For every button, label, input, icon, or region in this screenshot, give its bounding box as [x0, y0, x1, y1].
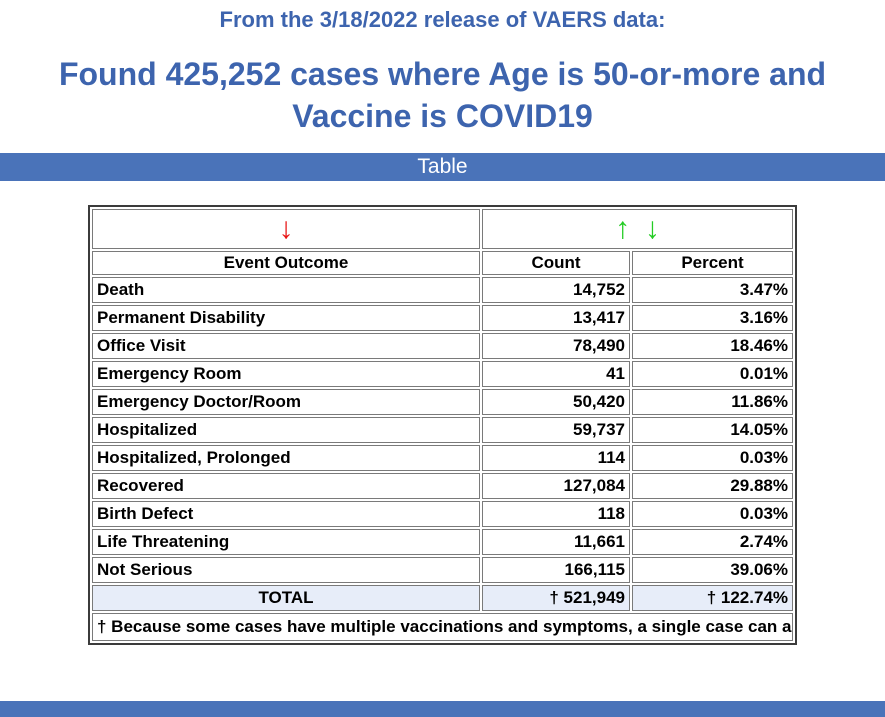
event-outcome-cell: Emergency Doctor/Room — [92, 389, 480, 416]
percent-cell: 18.46% — [632, 333, 794, 360]
count-cell: 11,661 — [482, 529, 630, 556]
count-cell: 13,417 — [482, 305, 630, 332]
next-section-bar — [0, 701, 885, 717]
count-cell: 166,115 — [482, 557, 630, 584]
footnote-row: † Because some cases have multiple vacci… — [92, 613, 794, 642]
event-outcome-cell: Office Visit — [92, 333, 480, 360]
table-section-bar-label: Table — [417, 155, 468, 179]
percent-cell: 11.86% — [632, 389, 794, 416]
percent-cell: 14.05% — [632, 417, 794, 444]
table-body: ↓ ↑ ↓ Event Outcome Count Percent Death … — [92, 209, 794, 642]
table-row: Office Visit 78,490 18.46% — [92, 333, 794, 360]
table-row: Hospitalized, Prolonged 114 0.03% — [92, 445, 794, 472]
count-cell: 14,752 — [482, 277, 630, 304]
column-header-count: Count — [482, 251, 630, 276]
total-label: TOTAL — [92, 585, 480, 612]
table-row: Life Threatening 11,661 2.74% — [92, 529, 794, 556]
total-percent: † 122.74% — [632, 585, 794, 612]
percent-cell: 29.88% — [632, 473, 794, 500]
outcome-sort-cell: ↓ — [92, 209, 480, 250]
count-sort-cell: ↑ ↓ — [482, 209, 794, 250]
percent-cell: 0.03% — [632, 445, 794, 472]
count-cell: 114 — [482, 445, 630, 472]
percent-cell: 2.74% — [632, 529, 794, 556]
event-outcome-cell: Birth Defect — [92, 501, 480, 528]
event-outcome-cell: Death — [92, 277, 480, 304]
count-cell: 59,737 — [482, 417, 630, 444]
percent-cell: 0.03% — [632, 501, 794, 528]
count-cell: 118 — [482, 501, 630, 528]
results-table-wrapper: ↓ ↑ ↓ Event Outcome Count Percent Death … — [88, 205, 798, 646]
percent-cell: 3.47% — [632, 277, 794, 304]
total-row: TOTAL † 521,949 † 122.74% — [92, 585, 794, 612]
event-outcome-cell: Life Threatening — [92, 529, 480, 556]
event-outcome-cell: Permanent Disability — [92, 305, 480, 332]
table-row: Birth Defect 118 0.03% — [92, 501, 794, 528]
table-row: Permanent Disability 13,417 3.16% — [92, 305, 794, 332]
column-header-percent: Percent — [632, 251, 794, 276]
table-row: Death 14,752 3.47% — [92, 277, 794, 304]
count-cell: 127,084 — [482, 473, 630, 500]
count-cell: 50,420 — [482, 389, 630, 416]
percent-cell: 39.06% — [632, 557, 794, 584]
table-row: Hospitalized 59,737 14.05% — [92, 417, 794, 444]
count-cell: 41 — [482, 361, 630, 388]
table-footnote: † Because some cases have multiple vacci… — [92, 613, 794, 642]
table-row: Emergency Doctor/Room 50,420 11.86% — [92, 389, 794, 416]
total-count: † 521,949 — [482, 585, 630, 612]
percent-cell: 0.01% — [632, 361, 794, 388]
percent-cell: 3.16% — [632, 305, 794, 332]
table-section-bar: Table — [0, 153, 885, 182]
event-outcome-cell: Hospitalized, Prolonged — [92, 445, 480, 472]
release-line: From the 3/18/2022 release of VAERS data… — [219, 7, 666, 32]
event-outcome-cell: Emergency Room — [92, 361, 480, 388]
table-row: Recovered 127,084 29.88% — [92, 473, 794, 500]
sort-descending-outcome-icon[interactable]: ↓ — [278, 212, 294, 246]
page-title: Found 425,252 cases where Age is 50-or-m… — [58, 56, 827, 135]
event-outcome-cell: Hospitalized — [92, 417, 480, 444]
sort-descending-count-icon[interactable]: ↓ — [644, 212, 660, 246]
column-header-row: Event Outcome Count Percent — [92, 251, 794, 276]
sort-arrows-row: ↓ ↑ ↓ — [92, 209, 794, 250]
event-outcome-cell: Recovered — [92, 473, 480, 500]
count-cell: 78,490 — [482, 333, 630, 360]
table-row: Emergency Room 41 0.01% — [92, 361, 794, 388]
event-outcome-table: ↓ ↑ ↓ Event Outcome Count Percent Death … — [88, 205, 798, 646]
column-header-event-outcome: Event Outcome — [92, 251, 480, 276]
sort-ascending-count-icon[interactable]: ↑ — [615, 212, 631, 246]
event-outcome-cell: Not Serious — [92, 557, 480, 584]
table-row: Not Serious 166,115 39.06% — [92, 557, 794, 584]
